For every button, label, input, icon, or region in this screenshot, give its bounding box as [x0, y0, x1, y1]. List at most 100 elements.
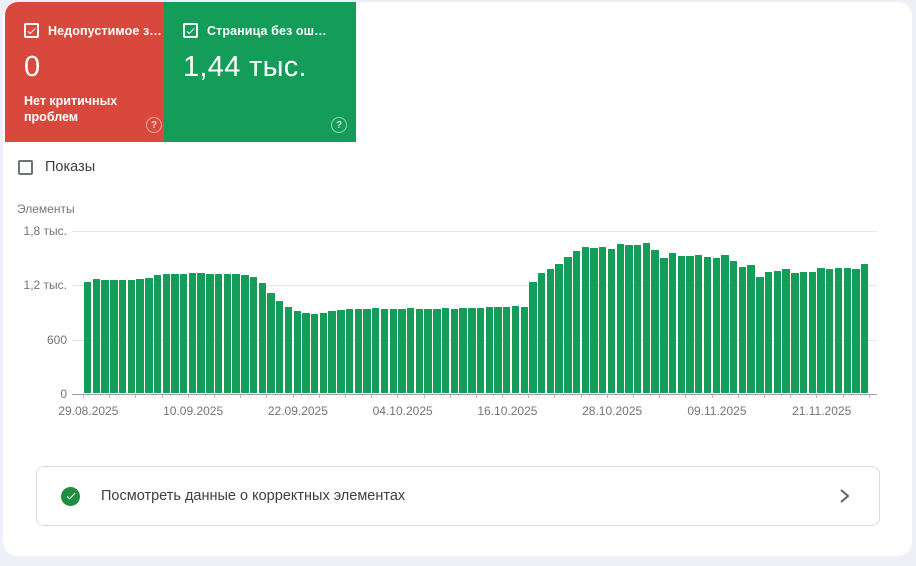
error-status-card[interactable]: Недопустимое з… 0 Нет критичных проблем	[5, 2, 164, 142]
chart-axis-tick	[816, 395, 818, 398]
chart-axis-tick	[475, 395, 477, 398]
valid-card-value: 1,44 тыс.	[183, 51, 307, 83]
chart-bar	[223, 274, 232, 393]
chevron-right-icon[interactable]	[840, 489, 849, 503]
chart-bar	[380, 308, 389, 393]
chart-bar	[555, 263, 563, 393]
chart-bar	[668, 253, 677, 393]
chart-bar	[599, 247, 607, 393]
chart-bar	[398, 308, 406, 393]
chart-bar	[677, 255, 686, 393]
chart-bar	[773, 270, 782, 393]
chart-bar	[389, 309, 397, 393]
chart-bar	[363, 308, 371, 393]
chart-axis-tick	[502, 395, 503, 398]
footer-link-label: Посмотреть данные о корректных элементах	[101, 488, 406, 504]
chart-bar	[485, 307, 493, 393]
chart-axis-tick	[318, 395, 320, 398]
chart-axis-tick	[606, 395, 608, 398]
chart-gridline	[72, 285, 877, 287]
impressions-checkbox-row[interactable]: Показы	[18, 159, 95, 175]
chart-bar	[424, 309, 432, 393]
error-card-label: Недопустимое з…	[48, 23, 162, 38]
chart-axis-tick	[161, 395, 163, 398]
chart-y-tick-label: 1,8 тыс.	[23, 224, 67, 238]
chart-bar	[712, 258, 720, 393]
chart-x-tick-label: 29.08.2025	[58, 404, 119, 418]
chart-bar	[232, 273, 240, 393]
chart-bar	[162, 273, 170, 393]
chart-bar	[101, 279, 109, 393]
chart-axis-tick	[580, 395, 582, 398]
impressions-checkbox[interactable]	[18, 159, 33, 175]
chart-bar	[118, 280, 127, 393]
chart-bar	[686, 255, 694, 393]
chart-y-axis-title: Элементы	[17, 202, 75, 216]
chart-x-tick-label: 04.10.2025	[372, 404, 433, 418]
error-card-subtitle-line1: Нет критичных	[24, 94, 118, 108]
chart-bar	[730, 261, 738, 393]
chart-bar	[520, 306, 528, 393]
checkmark-icon	[66, 492, 75, 500]
checkmark-icon	[186, 27, 195, 34]
chart-bar	[241, 275, 249, 393]
chart-bar	[747, 264, 755, 393]
chart-bar	[633, 245, 642, 393]
chart-bar	[84, 281, 92, 393]
chart-bar	[721, 255, 729, 393]
chart-axis-tick	[135, 395, 137, 398]
chart-bar	[476, 308, 485, 393]
valid-card-label: Страница без ош…	[207, 23, 327, 38]
chart-bar	[127, 279, 136, 393]
chart-bar	[249, 277, 258, 393]
chart-bar	[433, 308, 441, 393]
chart-axis-tick	[790, 395, 792, 398]
chart-bar	[180, 273, 188, 393]
chart-bar	[92, 278, 101, 393]
chart-axis-tick	[554, 395, 556, 398]
chart-bar	[642, 242, 651, 393]
chart-x-tick-label: 21.11.2025	[792, 404, 852, 418]
chart-axis-tick	[397, 395, 399, 398]
chart-axis-tick	[292, 395, 294, 398]
chart-axis-tick	[423, 395, 425, 398]
chart-bar	[791, 272, 799, 393]
valid-card-content: Страница без ош… 1,44 тыс.	[183, 23, 346, 134]
chart-axis-tick	[842, 395, 844, 398]
view-valid-items-link[interactable]: Посмотреть данные о корректных элементах	[36, 466, 880, 526]
chart-axis-tick	[266, 395, 268, 398]
chart-bar	[459, 308, 467, 393]
valid-card-checkbox[interactable]	[183, 23, 198, 38]
chart-bar	[276, 301, 284, 393]
help-circle-icon[interactable]: ?	[331, 117, 347, 133]
chart-bar	[284, 306, 293, 393]
chart-axis-tick	[685, 395, 687, 398]
chart-bar	[738, 267, 747, 393]
chart-bar	[319, 313, 328, 393]
chart-bar	[310, 314, 319, 393]
chart-bar	[188, 273, 197, 393]
chart-plot-area	[72, 231, 877, 398]
chart-bar	[852, 268, 860, 393]
chart-axis-tick	[187, 395, 189, 398]
chart-bar	[660, 258, 668, 393]
chart-bar	[345, 308, 354, 393]
valid-status-card[interactable]: Страница без ош… 1,44 тыс.	[164, 2, 356, 142]
error-card-content: Недопустимое з… 0 Нет критичных проблем	[24, 23, 162, 134]
chart-bar	[703, 256, 712, 393]
chart-bar	[607, 248, 616, 393]
help-circle-icon[interactable]: ?	[146, 117, 162, 133]
chart-bar	[782, 269, 790, 393]
chart-y-tick-label: 0	[60, 387, 67, 401]
chart-bar	[834, 267, 843, 393]
chart-bar	[337, 309, 345, 393]
error-card-checkbox[interactable]	[24, 23, 39, 38]
chart-bar	[372, 308, 380, 393]
chart-bar	[817, 267, 825, 393]
chart-x-tick-label: 22.09.2025	[267, 404, 328, 418]
impressions-label: Показы	[45, 159, 96, 175]
chart-axis-tick	[711, 395, 713, 398]
chart-axis-tick	[109, 395, 111, 398]
chart-bar	[302, 313, 310, 393]
